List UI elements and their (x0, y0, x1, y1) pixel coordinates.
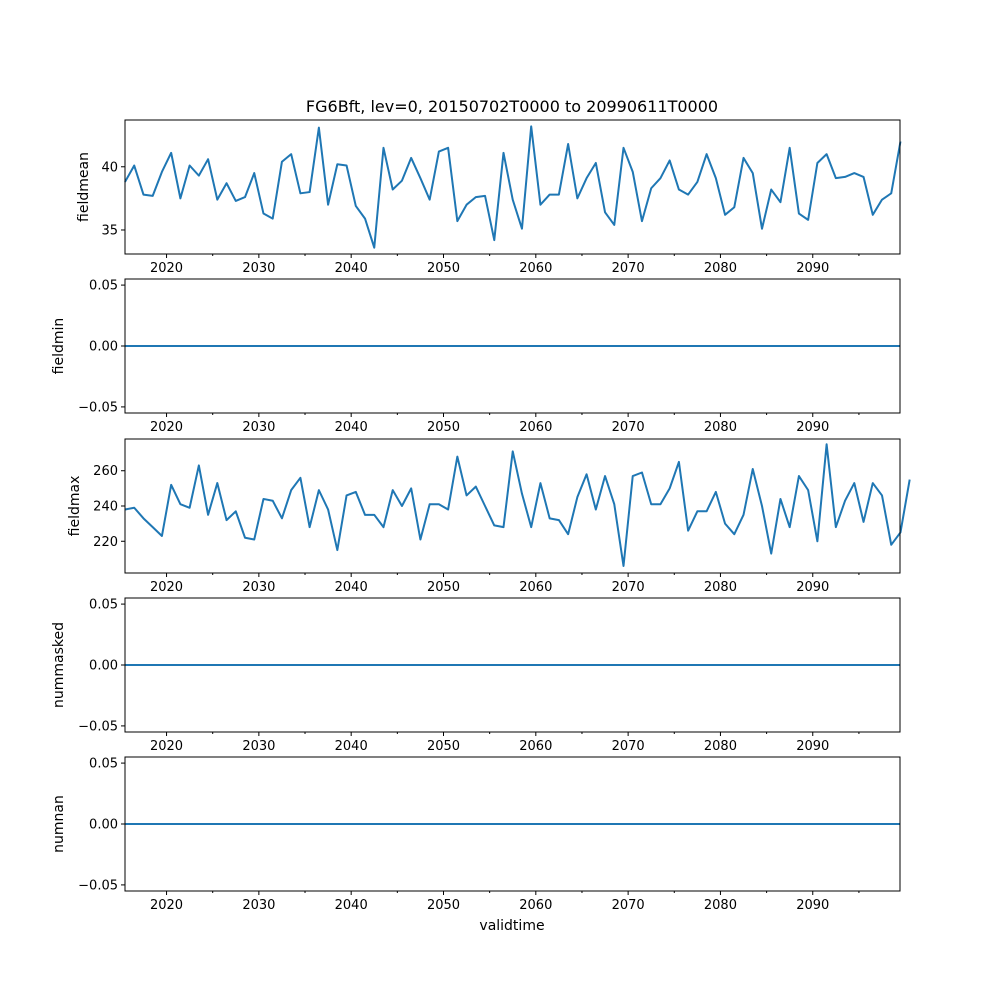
x-tick-label: 2080 (704, 261, 737, 276)
x-tick-label: 2050 (427, 898, 460, 913)
series-line-fieldmean (124, 125, 902, 249)
x-tick-label: 2040 (335, 261, 368, 276)
y-axis-label-fieldmean: fieldmean (76, 152, 92, 222)
x-axis-label: validtime (479, 918, 544, 934)
y-tick-label: 260 (93, 464, 118, 479)
x-tick-label: 2020 (150, 898, 183, 913)
y-tick-label: 0.00 (89, 659, 118, 674)
y-tick-label: 0.00 (89, 340, 118, 355)
x-tick-label: 2020 (150, 739, 183, 754)
x-tick-label: 2090 (796, 898, 829, 913)
x-tick-label: 2060 (519, 898, 552, 913)
x-tick-label: 2080 (704, 739, 737, 754)
x-tick-label: 2040 (335, 739, 368, 754)
y-axis-label-numnan: numnan (51, 795, 67, 853)
x-tick-label: 2030 (242, 739, 275, 754)
subplot-nummasked: 2020 2030 2040 2050 2060 2070 2080 2090 −0.05 0.0… (51, 597, 901, 754)
subplot-fieldmean: 2020 2030 2040 2050 2060 2070 2080 2090 35 40 fiel… (76, 119, 902, 276)
series-line-fieldmax (124, 443, 911, 567)
x-tick-label: 2030 (242, 420, 275, 435)
axes-frame-fieldmean (124, 119, 901, 255)
x-tick-label: 2050 (427, 580, 460, 595)
y-tick-label: 0.05 (89, 757, 118, 772)
x-tick-label: 2090 (796, 580, 829, 595)
x-tick-label: 2020 (150, 420, 183, 435)
y-tick-label: 35 (101, 223, 118, 238)
x-tick-label: 2090 (796, 739, 829, 754)
x-tick-label: 2050 (427, 420, 460, 435)
x-tick-label: 2080 (704, 420, 737, 435)
x-tick-label: 2040 (335, 420, 368, 435)
y-tick-label: 40 (101, 160, 118, 175)
x-tick-label: 2070 (612, 898, 645, 913)
y-tick-label: −0.05 (78, 400, 118, 415)
x-tick-label: 2050 (427, 739, 460, 754)
x-tick-label: 2070 (612, 739, 645, 754)
y-tick-label: −0.05 (78, 878, 118, 893)
chart-title: FG6Bft, lev=0, 20150702T0000 to 20990611… (306, 97, 718, 116)
x-tick-label: 2040 (335, 580, 368, 595)
x-tick-label: 2060 (519, 261, 552, 276)
subplot-numnan: 2020 2030 2040 2050 2060 2070 2080 2090 −0.05 0.0… (51, 756, 901, 913)
y-tick-label: 0.00 (89, 818, 118, 833)
y-tick-label: 0.05 (89, 598, 118, 613)
x-tick-label: 2080 (704, 580, 737, 595)
x-tick-label: 2020 (150, 580, 183, 595)
y-axis-label-nummasked: nummasked (51, 622, 67, 708)
y-axis-label-fieldmax: fieldmax (67, 476, 83, 537)
x-tick-label: 2040 (335, 898, 368, 913)
x-tick-label: 2090 (796, 261, 829, 276)
x-tick-label: 2050 (427, 261, 460, 276)
x-tick-label: 2060 (519, 580, 552, 595)
x-tick-label: 2020 (150, 261, 183, 276)
y-tick-label: 240 (93, 500, 118, 515)
y-tick-label: 220 (93, 535, 118, 550)
x-tick-label: 2070 (612, 420, 645, 435)
x-tick-label: 2070 (612, 261, 645, 276)
subplot-fieldmax: 2020 2030 2040 2050 2060 2070 2080 2090 220 240 26… (67, 438, 911, 595)
x-tick-label: 2090 (796, 420, 829, 435)
y-tick-label: −0.05 (78, 719, 118, 734)
x-tick-label: 2080 (704, 898, 737, 913)
x-tick-label: 2060 (519, 739, 552, 754)
x-tick-label: 2060 (519, 420, 552, 435)
x-tick-label: 2030 (242, 898, 275, 913)
x-tick-label: 2030 (242, 261, 275, 276)
subplot-panels: 2020 2030 2040 2050 2060 2070 2080 2090 35 40 fiel… (51, 119, 911, 913)
x-tick-label: 2030 (242, 580, 275, 595)
subplot-fieldmin: 2020 2030 2040 2050 2060 2070 2080 2090 −0.05 0.0… (51, 278, 901, 435)
y-tick-label: 0.05 (89, 279, 118, 294)
x-tick-label: 2070 (612, 580, 645, 595)
y-axis-label-fieldmin: fieldmin (51, 318, 67, 375)
